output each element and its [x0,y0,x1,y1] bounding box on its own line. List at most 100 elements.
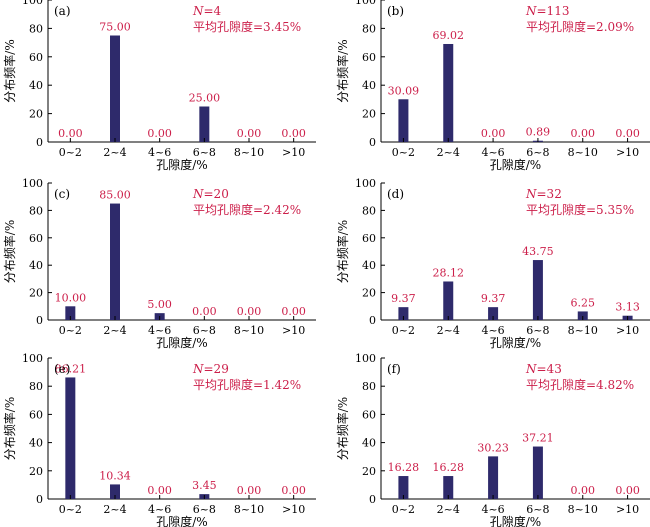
bar [577,311,588,320]
y-axis-label: 分布频率/% [335,220,350,283]
y-tick-label: 80 [29,380,43,393]
x-tick-label: 8~10 [568,146,598,159]
chart-panel: 0 20 40 60 80 100 86.21 0~2 10.34 2~4 0.00 4~6 3.45 6… [2,352,316,527]
y-tick-label: 0 [369,493,376,506]
chart-panel: 0 20 40 60 80 100 9.37 0~2 28.12 2~4 9.37 4~6 43.75 6… [335,177,650,350]
y-tick-label: 0 [36,136,43,149]
bar-value-label: 0.00 [615,484,640,497]
bar-value-label: 5.00 [147,298,172,311]
y-tick-label: 60 [362,408,376,421]
sample-count-symbol: N [525,187,537,201]
bar-value-label: 0.00 [615,127,640,140]
bar [199,106,210,142]
x-tick-label: >10 [282,503,305,516]
bar [110,35,120,142]
bar-value-label: 0.00 [147,484,172,497]
x-tick-label: 0~2 [392,146,415,159]
bar [443,43,454,142]
y-tick-label: 100 [355,352,376,365]
bar-value-label: 10.34 [99,469,131,482]
x-tick-label: 6~8 [193,324,216,337]
bar-value-label: 43.75 [522,245,554,258]
panel-label: (c) [54,187,70,201]
x-tick-label: >10 [616,146,639,159]
sample-count-symbol: N [192,362,204,376]
x-tick-label: >10 [282,324,305,337]
x-axis-label: 孔隙度/% [490,514,541,527]
y-tick-label: 100 [22,352,43,365]
bar [398,307,409,320]
y-tick-label: 20 [362,287,376,300]
sample-count-symbol: N [525,362,537,376]
y-axis-label: 分布频率/% [2,397,17,460]
y-axis-label: 分布频率/% [335,39,350,102]
panel-label: (e) [54,362,70,376]
x-tick-label: 8~10 [234,324,264,337]
x-tick-label: >10 [616,324,639,337]
x-axis-label: 孔隙度/% [156,335,207,350]
y-tick-label: 80 [29,22,43,35]
x-axis-label: 孔隙度/% [490,335,541,350]
bar-value-label: 37.21 [522,432,554,445]
sample-count-annotation: N=113 [525,4,569,18]
bar-value-label: 0.00 [281,127,306,140]
x-tick-label: 8~10 [568,503,598,516]
x-axis-label: 孔隙度/% [490,157,541,172]
y-axis-label: 分布频率/% [335,397,350,460]
x-tick-label: 6~8 [526,503,549,516]
bar [398,476,409,499]
x-tick-label: 2~4 [437,146,460,159]
bar-value-label: 6.25 [571,296,596,309]
bar-value-label: 75.00 [99,21,131,34]
bar-value-label: 9.37 [481,292,506,305]
bar-value-label: 85.00 [99,189,131,202]
bar-value-label: 16.28 [388,461,420,474]
bar-value-label: 0.00 [58,127,83,140]
bar [398,99,409,142]
bar-value-label: 0.00 [237,305,262,318]
sample-count-annotation: N=43 [525,362,562,376]
bar-value-label: 0.00 [481,127,506,140]
x-tick-label: 0~2 [59,146,82,159]
y-tick-label: 100 [22,177,43,190]
panel-label: (b) [387,4,404,18]
chart-panel: 0 20 40 60 80 100 0.00 0~2 75.00 2~4 0.00 4~6 25.00 6… [2,0,316,172]
y-tick-label: 20 [362,108,376,121]
x-tick-label: 4~6 [481,503,504,516]
y-tick-label: 80 [362,380,376,393]
bar-value-label: 0.00 [237,484,262,497]
x-tick-label: 0~2 [392,503,415,516]
y-tick-label: 0 [369,136,376,149]
bar [65,377,76,499]
bar-value-label: 0.00 [192,305,217,318]
x-axis-label: 孔隙度/% [156,514,207,527]
bar-value-label: 0.00 [281,305,306,318]
sample-count-value: =113 [537,4,570,18]
mean-porosity-annotation: 平均孔隙度=1.42% [193,377,301,392]
y-tick-label: 20 [29,465,43,478]
bar [443,476,454,499]
sample-count-annotation: N=20 [192,187,229,201]
x-tick-label: 2~4 [437,503,460,516]
x-tick-label: 4~6 [481,324,504,337]
sample-count-value: =32 [537,187,562,201]
x-tick-label: 6~8 [526,146,549,159]
bar [65,306,76,320]
bar-value-label: 16.28 [433,461,465,474]
y-tick-label: 0 [36,314,43,327]
y-tick-label: 40 [362,437,376,450]
x-tick-label: 6~8 [193,503,216,516]
x-tick-label: 4~6 [148,503,171,516]
y-tick-label: 100 [22,0,43,7]
x-tick-label: 0~2 [59,503,82,516]
y-tick-label: 60 [29,51,43,64]
chart-panel: 0 20 40 60 80 100 16.28 0~2 16.28 2~4 30.23 4~6 37.2… [335,352,650,527]
y-tick-label: 60 [29,408,43,421]
x-tick-label: 6~8 [526,324,549,337]
x-tick-label: 2~4 [103,324,126,337]
bar [532,260,543,320]
x-tick-label: 2~4 [437,324,460,337]
bar-value-label: 10.00 [55,291,87,304]
y-tick-label: 40 [362,79,376,92]
sample-count-symbol: N [525,4,537,18]
